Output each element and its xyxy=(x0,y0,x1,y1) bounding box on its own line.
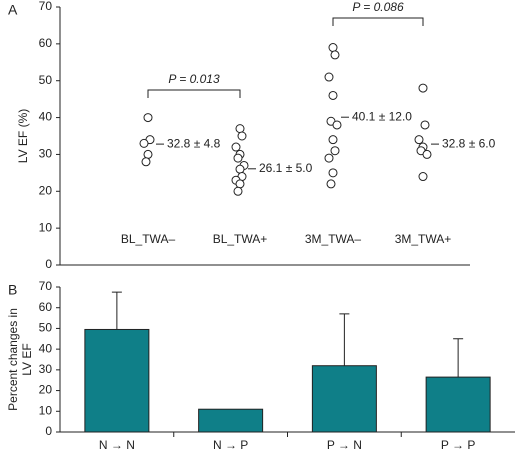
data-point xyxy=(139,138,149,148)
bar xyxy=(198,408,264,433)
bar xyxy=(311,365,377,433)
x-tick-label: P → N xyxy=(327,438,362,452)
bar xyxy=(84,328,150,433)
data-point xyxy=(231,142,241,152)
data-point xyxy=(328,90,338,100)
data-point xyxy=(233,186,243,196)
data-point xyxy=(418,172,428,182)
category-label: BL_TWA+ xyxy=(213,232,268,246)
data-point xyxy=(235,124,245,134)
data-point xyxy=(143,149,153,159)
mean-label: 40.1 ± 12.0 xyxy=(352,109,412,123)
error-bar xyxy=(339,313,350,366)
y-tick-label: 50 xyxy=(39,73,53,87)
y-tick-label: 10 xyxy=(39,220,53,234)
data-point xyxy=(237,131,247,141)
y-tick-label: 30 xyxy=(39,147,53,161)
y-tick-label: 40 xyxy=(39,110,53,124)
y-axis-label: LV EF (%) xyxy=(16,109,30,163)
data-point xyxy=(324,72,334,82)
data-point xyxy=(422,149,432,159)
mean-label: 32.8 ± 4.8 xyxy=(167,136,221,150)
y-tick-label: 20 xyxy=(39,183,53,197)
x-tick-label: N → P xyxy=(213,438,248,452)
y-tick-label: 0 xyxy=(45,257,52,271)
data-point xyxy=(328,135,338,145)
y-tick-label: 70 xyxy=(39,279,53,293)
category-label: 3M_TWA+ xyxy=(395,232,452,246)
mean-label: 32.8 ± 6.0 xyxy=(442,136,496,150)
data-point xyxy=(330,50,340,60)
y-axis-label: Percent changes in xyxy=(6,308,20,411)
error-bar xyxy=(453,338,464,378)
x-tick-label: N → N xyxy=(99,438,135,452)
y-tick-label: 60 xyxy=(39,300,53,314)
data-point xyxy=(326,179,336,189)
error-bar xyxy=(111,291,122,330)
data-point xyxy=(143,113,153,123)
data-point xyxy=(235,164,245,174)
y-tick-label: 30 xyxy=(39,362,53,376)
y-tick-label: 50 xyxy=(39,321,53,335)
y-tick-label: 60 xyxy=(39,36,53,50)
data-point xyxy=(328,168,338,178)
significance-bracket xyxy=(147,89,241,98)
data-point xyxy=(235,179,245,189)
y-tick-label: 10 xyxy=(39,403,53,417)
y-tick-label: 20 xyxy=(39,383,53,397)
p-value: P = 0.086 xyxy=(352,0,404,14)
panel-label: B xyxy=(8,282,17,298)
category-label: BL_TWA– xyxy=(121,232,176,246)
data-point xyxy=(414,135,424,145)
data-point xyxy=(332,120,342,130)
data-point xyxy=(420,120,430,130)
y-tick-label: 40 xyxy=(39,341,53,355)
category-label: 3M_TWA– xyxy=(305,232,362,246)
mean-label: 26.1 ± 5.0 xyxy=(259,161,313,175)
panel-label: A xyxy=(8,2,18,18)
y-axis-label: LV EF xyxy=(20,343,34,375)
p-value: P = 0.013 xyxy=(168,72,220,86)
significance-bracket xyxy=(332,17,424,26)
data-point xyxy=(418,83,428,93)
y-tick-label: 0 xyxy=(45,424,52,438)
bar xyxy=(425,376,491,433)
x-tick-label: P → P xyxy=(441,438,475,452)
data-point xyxy=(330,146,340,156)
data-point xyxy=(141,157,151,167)
data-point xyxy=(233,153,243,163)
y-tick-label: 70 xyxy=(39,0,53,13)
data-point xyxy=(328,43,338,53)
data-point xyxy=(324,153,334,163)
